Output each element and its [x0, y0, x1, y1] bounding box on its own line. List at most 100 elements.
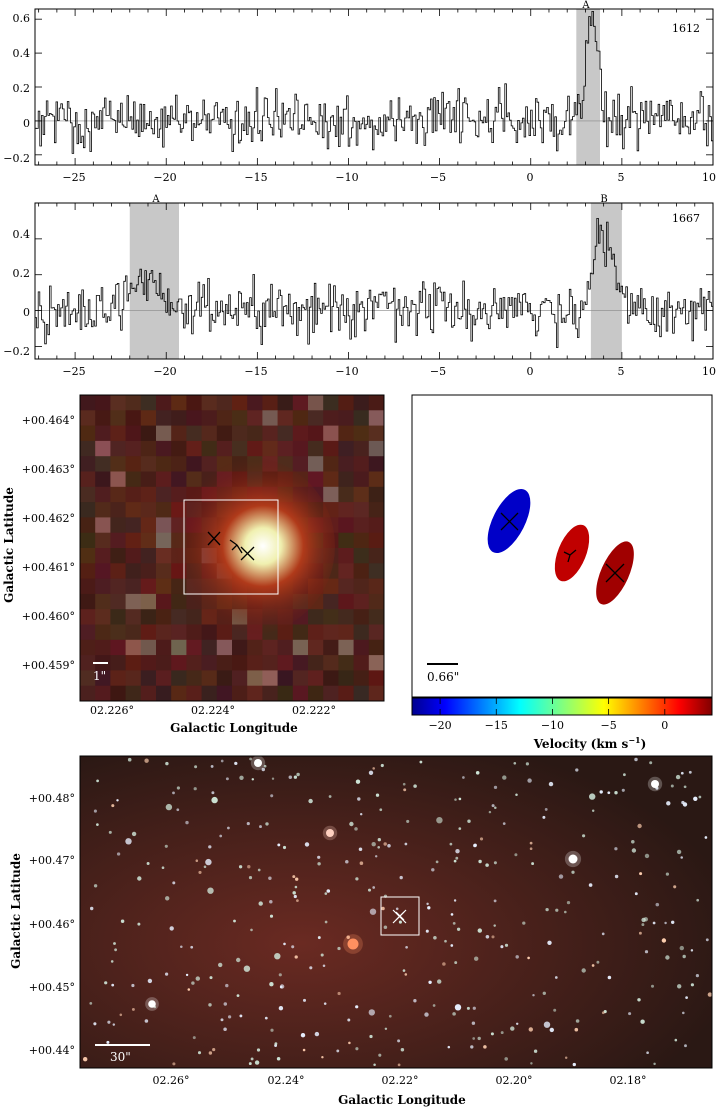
image-pixel — [156, 440, 172, 457]
image-pixel — [80, 593, 96, 610]
star — [250, 1057, 254, 1061]
bright-star — [568, 854, 578, 864]
image-pixel — [95, 486, 111, 503]
star — [203, 865, 207, 869]
star — [666, 801, 671, 806]
star — [225, 777, 229, 781]
star — [227, 826, 230, 830]
image-pixel — [95, 517, 111, 533]
star — [528, 1027, 533, 1032]
image-pixel — [308, 410, 324, 426]
bright-star — [254, 759, 262, 767]
star — [270, 794, 274, 798]
star — [471, 1021, 476, 1025]
star — [227, 1015, 232, 1019]
image-pixel — [125, 624, 142, 641]
star — [454, 798, 457, 801]
scale-bar-label-066arcsec: 0.66" — [427, 670, 459, 684]
star — [251, 778, 255, 781]
y-tick-label: 0.2 — [13, 267, 31, 280]
star — [108, 830, 112, 834]
star — [107, 1020, 111, 1024]
field-image-panel: 30" +00.48° +00.47° +00.46° +00.45° +00.… — [9, 755, 713, 1107]
image-pixel — [125, 685, 142, 702]
image-pixel — [156, 486, 172, 503]
star — [424, 1012, 429, 1017]
star — [449, 842, 453, 846]
image-pixel — [186, 456, 202, 472]
star — [368, 770, 374, 775]
star — [531, 862, 535, 866]
star — [355, 779, 361, 784]
star — [93, 1022, 97, 1026]
image-pixel — [156, 425, 172, 442]
image-pixel — [308, 639, 324, 656]
star — [582, 834, 586, 838]
maser-spot-2 — [554, 524, 590, 582]
image-pixel — [201, 670, 218, 686]
image-pixel — [368, 532, 385, 549]
star — [233, 919, 236, 923]
star — [264, 1016, 268, 1020]
star — [119, 1013, 123, 1017]
image-pixel — [171, 639, 187, 656]
image-pixel — [323, 486, 339, 503]
star — [555, 908, 559, 912]
star — [665, 955, 670, 960]
star — [475, 771, 480, 775]
star — [317, 862, 321, 866]
image-pixel — [338, 486, 354, 503]
image-pixel — [308, 425, 324, 442]
star — [249, 757, 252, 761]
image-pixel — [95, 563, 111, 579]
colorbar-label-sup: −1 — [628, 735, 640, 745]
image-pixel — [125, 486, 142, 503]
star — [614, 874, 619, 879]
star — [623, 773, 626, 777]
image-pixel — [156, 456, 172, 472]
star — [220, 1018, 224, 1022]
star — [454, 961, 458, 965]
image-pixel — [171, 670, 187, 686]
image-pixel — [262, 440, 278, 457]
image-pixel — [125, 593, 142, 610]
image-pixel — [338, 624, 354, 641]
image-pixel — [110, 471, 126, 488]
image-pixel — [308, 471, 324, 488]
image-pixel — [368, 655, 385, 671]
image-pixel — [186, 685, 202, 702]
star — [493, 924, 496, 927]
image-pixel — [338, 395, 354, 411]
x-tick-label: 02.26° — [153, 1074, 190, 1087]
image-pixel — [95, 593, 111, 610]
star — [191, 981, 195, 985]
star — [146, 862, 150, 865]
image-pixel — [140, 548, 157, 564]
image-pixel — [323, 593, 339, 610]
image-pixel — [368, 639, 385, 656]
y-tick-label: +00.44° — [29, 1044, 75, 1057]
image-pixel — [140, 670, 157, 686]
star — [402, 969, 406, 972]
star — [572, 1062, 576, 1067]
image-pixel — [80, 624, 96, 641]
star — [258, 901, 263, 906]
image-pixel — [368, 440, 385, 457]
tri-cross-marker — [563, 549, 577, 563]
image-pixel — [140, 532, 157, 549]
x-tick-label: −10 — [335, 365, 358, 378]
image-pixel — [140, 471, 157, 488]
star — [104, 981, 108, 985]
star — [395, 907, 399, 911]
star — [542, 991, 546, 995]
image-pixel — [125, 609, 142, 625]
cutout-x-axis-label: Galactic Longitude — [170, 721, 298, 735]
star — [413, 784, 417, 788]
x-tick-label: 02.22° — [382, 1074, 419, 1087]
y-tick-label: −0.2 — [3, 345, 30, 358]
star — [377, 845, 381, 849]
image-pixel — [292, 425, 309, 442]
image-pixel — [95, 410, 111, 426]
star — [220, 759, 224, 763]
star — [693, 796, 698, 801]
